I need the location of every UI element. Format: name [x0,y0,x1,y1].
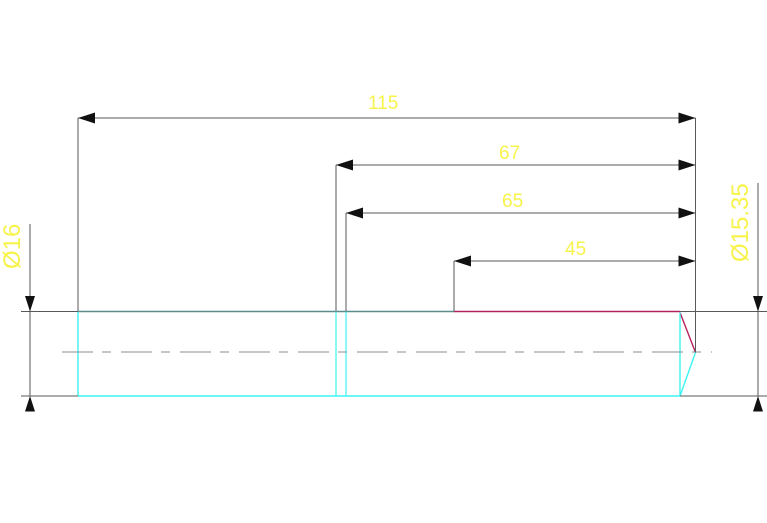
svg-text:Ø15.35: Ø15.35 [727,183,754,262]
svg-text:65: 65 [502,191,523,212]
svg-text:67: 67 [499,143,520,164]
svg-text:45: 45 [565,239,586,260]
svg-text:Ø16: Ø16 [0,224,26,269]
svg-text:115: 115 [368,93,398,114]
